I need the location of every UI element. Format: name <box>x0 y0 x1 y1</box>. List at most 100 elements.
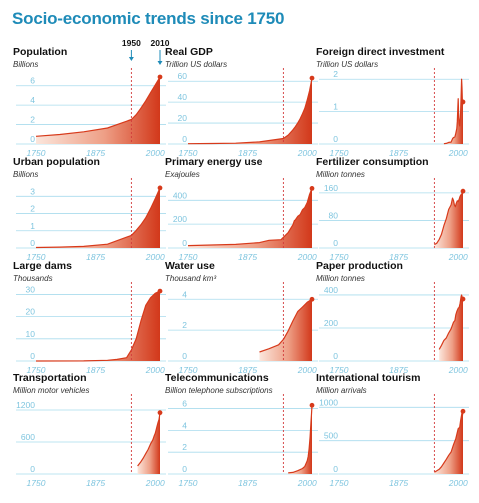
x-tick-label: 1875 <box>238 148 257 158</box>
panel-international-tourism: International tourism Million arrivals 0 50… <box>316 372 469 488</box>
y-tick-label: 600 <box>21 432 35 442</box>
y-tick-label: 0 <box>30 351 35 361</box>
marker-label-2010: 2010 <box>151 38 170 48</box>
y-tick-label: 1200 <box>16 400 35 410</box>
x-tick-label: 2000 <box>297 148 317 158</box>
panel-population: Population Billions 0 2 4 6 1750 1875 2000 1950 20… <box>13 38 170 158</box>
panel-unit: Billion telephone subscriptions <box>165 386 273 395</box>
y-tick-label: 2 <box>182 442 187 452</box>
series-line <box>443 78 464 145</box>
x-tick-label: 1875 <box>389 252 408 262</box>
series-line <box>187 77 313 145</box>
panel-title: Urban population <box>13 156 100 168</box>
panel-fertilizer-consumption: Fertilizer consumption Million tonnes 0 80 1… <box>316 156 469 262</box>
panel-primary-energy-use: Primary energy use Exajoules 0 200 400 1750 18… <box>165 156 318 262</box>
endpoint-dot <box>460 188 466 194</box>
x-tick-label: 2000 <box>448 252 468 262</box>
y-tick-label: 2 <box>333 69 338 79</box>
y-tick-label: 0 <box>30 464 35 474</box>
panel-telecommunications: Telecommunications Billion telephone subs… <box>165 372 318 488</box>
y-tick-label: 0 <box>333 134 338 144</box>
y-tick-label: 2 <box>30 204 35 214</box>
y-tick-label: 0 <box>333 351 338 361</box>
x-tick-label: 1750 <box>330 252 349 262</box>
x-tick-label: 2000 <box>448 365 468 375</box>
y-tick-label: 0 <box>182 238 187 248</box>
endpoint-dot <box>157 74 163 80</box>
y-tick-label: 160 <box>324 183 338 193</box>
x-tick-label: 2000 <box>297 252 317 262</box>
y-tick-label: 40 <box>178 92 188 102</box>
y-tick-label: 1000 <box>319 397 338 407</box>
x-tick-label: 1875 <box>238 365 257 375</box>
panel-real-gdp: Real GDP Trillion US dollars 0 20 40 60 1750 18… <box>165 46 318 158</box>
x-tick-label: 1750 <box>179 365 198 375</box>
series-line <box>434 190 464 246</box>
x-tick-label: 2000 <box>448 148 468 158</box>
panel-title: Foreign direct investment <box>316 46 445 58</box>
panel-title: Water use <box>165 260 215 272</box>
x-tick-label: 1875 <box>86 252 105 262</box>
endpoint-dot <box>309 402 315 408</box>
x-tick-label: 1750 <box>179 252 198 262</box>
endpoint-dot <box>460 408 466 414</box>
panel-unit: Trillion US dollars <box>165 60 227 69</box>
marker-arrow-head <box>128 57 134 61</box>
y-tick-label: 20 <box>26 307 36 317</box>
y-tick-label: 0 <box>182 134 187 144</box>
x-tick-label: 1875 <box>86 148 105 158</box>
panel-foreign-direct-investment: Foreign direct investment Trillion US dol… <box>316 46 469 158</box>
panel-large-dams: Large dams Thousands 0 10 20 30 1750 1875 2000 <box>13 260 166 375</box>
y-tick-label: 4 <box>30 95 35 105</box>
y-tick-label: 200 <box>324 318 338 328</box>
panel-unit: Thousand km³ <box>165 274 216 283</box>
x-tick-label: 2000 <box>145 478 165 488</box>
y-tick-label: 20 <box>178 113 188 123</box>
x-tick-label: 2000 <box>297 365 317 375</box>
y-tick-label: 60 <box>178 71 188 81</box>
panel-title: Primary energy use <box>165 156 263 168</box>
series-area <box>36 187 160 248</box>
series-area <box>443 79 463 144</box>
x-tick-label: 2000 <box>145 365 165 375</box>
series-line <box>137 412 161 467</box>
x-tick-label: 1875 <box>389 365 408 375</box>
marker-arrow-head <box>157 61 163 65</box>
y-tick-label: 500 <box>324 431 338 441</box>
y-tick-label: 3 <box>30 186 35 196</box>
x-tick-label: 1750 <box>27 365 46 375</box>
endpoint-dot <box>309 185 315 191</box>
y-tick-label: 1 <box>333 102 338 112</box>
y-tick-label: 80 <box>329 210 339 220</box>
panel-unit: Exajoules <box>165 170 200 179</box>
y-tick-label: 30 <box>26 284 36 294</box>
y-tick-label: 0 <box>30 238 35 248</box>
y-tick-label: 2 <box>182 320 187 330</box>
panel-title: Large dams <box>13 260 72 272</box>
panel-title: Transportation <box>13 372 87 384</box>
endpoint-dot <box>309 296 315 302</box>
y-tick-label: 6 <box>182 399 187 409</box>
panel-title: Population <box>13 46 67 58</box>
panel-title: Telecommunications <box>165 372 269 384</box>
y-tick-label: 10 <box>26 329 36 339</box>
series-line <box>35 187 161 249</box>
x-tick-label: 1750 <box>330 148 349 158</box>
y-tick-label: 1 <box>30 221 35 231</box>
series-line <box>259 298 313 353</box>
x-tick-label: 1875 <box>86 365 105 375</box>
y-tick-label: 200 <box>173 214 187 224</box>
y-tick-label: 4 <box>182 420 187 430</box>
endpoint-dot <box>309 75 315 81</box>
x-tick-label: 1750 <box>27 148 46 158</box>
series-line <box>434 411 464 473</box>
y-tick-label: 6 <box>30 76 35 86</box>
y-tick-label: 400 <box>173 190 187 200</box>
marker-label-1950: 1950 <box>122 38 141 48</box>
series-area <box>36 77 160 144</box>
x-tick-label: 2000 <box>448 478 468 488</box>
endpoint-dot <box>460 99 466 105</box>
series-area <box>288 405 312 474</box>
panel-unit: Trillion US dollars <box>316 60 378 69</box>
